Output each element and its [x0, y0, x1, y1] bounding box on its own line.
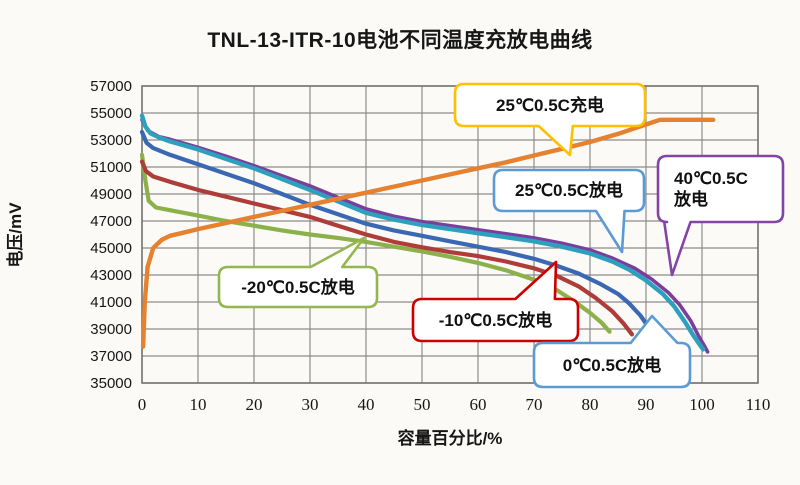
callout-discharge-25C-bubble: [492, 168, 646, 254]
y-tick-label: 43000: [90, 267, 132, 284]
y-tick-label: 49000: [90, 186, 132, 203]
y-tick-label: 37000: [90, 348, 132, 365]
y-tick-label: 41000: [90, 294, 132, 311]
series-charge-25C: [140, 117, 716, 349]
y-tick-label: 51000: [90, 159, 132, 176]
callout-discharge-m20C-bubble: [217, 236, 379, 309]
plot-border: [141, 85, 759, 384]
x-tick-label: 20: [245, 395, 263, 414]
x-tick-label: 80: [581, 395, 599, 414]
y-tick-label: 35000: [90, 375, 132, 392]
x-tick-label: 10: [189, 395, 207, 414]
callout-discharge-m10C-bubble: [411, 260, 580, 343]
x-tick-label: 0: [137, 395, 147, 414]
chart-title: TNL-13-ITR-10电池不同温度充放电曲线: [207, 29, 593, 52]
y-tick-label: 45000: [90, 240, 132, 257]
y-tick-label: 39000: [90, 321, 132, 338]
y-tick-label: 55000: [90, 105, 132, 122]
x-tick-label: 90: [637, 395, 655, 414]
x-tick-label: 70: [525, 395, 543, 414]
callout-discharge-0C-bubble: [532, 314, 692, 389]
series-discharge-25C: [139, 113, 706, 352]
y-axis-title: 电压/mV: [6, 202, 25, 268]
series-discharge-minus10C: [139, 159, 635, 337]
series-discharge-0C: [139, 129, 661, 349]
x-tick-label: 40: [357, 395, 375, 414]
x-tick-label: 100: [689, 395, 715, 414]
x-axis-title: 容量百分比/%: [397, 429, 503, 448]
y-tick-label: 57000: [90, 78, 132, 95]
x-tick-label: 50: [413, 395, 431, 414]
x-tick-label: 30: [301, 395, 319, 414]
series-discharge-minus20C: [139, 152, 612, 334]
y-tick-label: 53000: [90, 132, 132, 149]
callout-discharge-40C-bubble: [656, 154, 785, 277]
x-tick-label: 110: [745, 395, 771, 414]
y-tick-label: 47000: [90, 213, 132, 230]
callout-charge-25C-bubble: [453, 82, 647, 157]
series-discharge-40C: [140, 118, 710, 354]
x-tick-label: 60: [469, 395, 487, 414]
